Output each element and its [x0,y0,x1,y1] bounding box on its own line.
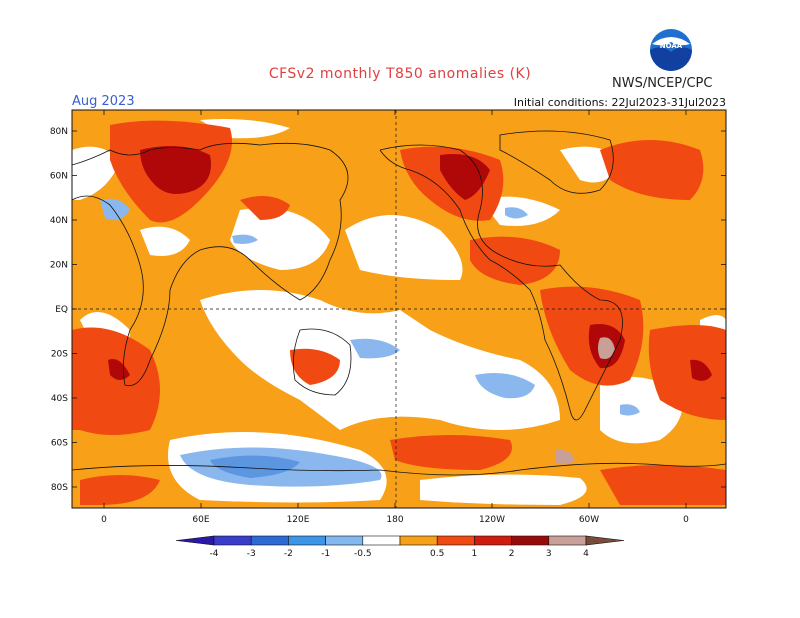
colorbar-label: -0.5 [354,549,372,559]
colorbar-label: 2 [509,549,515,559]
lat-tick-label: 60S [51,439,68,449]
colorbar-segment [213,535,252,546]
lat-tick-label: 40N [50,216,68,226]
colorbar-segment [474,535,512,546]
noaa-logo-text: NOAA [660,42,683,50]
warm-regions [72,120,726,505]
colorbar-label: 4 [583,549,589,559]
colorbar-segment [250,535,289,546]
colorbar-segment [548,535,587,546]
lat-tick-label: 80N [50,127,68,137]
colorbar-label: -1 [321,549,330,559]
lon-tick-label: 180 [386,515,403,525]
lon-tick-label: 120W [479,515,505,525]
colorbar-segment [288,535,326,546]
neutral-regions [72,119,726,505]
coastlines [72,130,726,476]
colorbar-low-extension [175,535,215,546]
colorbar-label: -2 [284,549,293,559]
lat-tick-label: 60N [50,172,68,182]
grid-lines [72,110,726,508]
extreme-warm-regions [555,337,615,465]
lat-tick-label: 80S [51,483,68,493]
lon-tick-label: 0 [683,515,689,525]
colorbar-label: 0.5 [430,549,444,559]
latitude-axis: 80N 60N 40N 20N EQ 20S 40S 60S 80S [50,127,726,493]
longitude-axis: 0 60E 120E 180 120W 60W 0 [101,110,689,525]
agency-label: NWS/NCEP/CPC [612,76,713,91]
colorbar-segment [362,535,401,546]
lat-tick-label: 20S [51,350,68,360]
lon-tick-label: 0 [101,515,107,525]
lon-tick-label: 60W [579,515,599,525]
lon-tick-label: 60E [192,515,209,525]
valid-month-label: Aug 2023 [72,94,135,109]
colorbar-label: -3 [247,549,256,559]
colorbar-segment [436,535,475,546]
colorbar-label: 3 [546,549,552,559]
lat-tick-label: 20N [50,261,68,271]
colorbar-segment [325,535,364,546]
lat-tick-label: 40S [51,394,68,404]
colorbar-label: 1 [472,549,478,559]
colorbar-label: -4 [210,549,219,559]
colorbar-segment [511,535,550,546]
chart-title: CFSv2 monthly T850 anomalies (K) [268,66,532,82]
colorbar-segment [399,535,438,546]
lon-tick-label: 120E [287,515,310,525]
colorbar-high-extension [585,535,625,546]
colorbar: -4 -3 -2 -1 -0.5 0.5 1 2 3 4 [175,535,625,559]
initial-conditions-label: Initial conditions: 22Jul2023-31Jul2023 [513,96,726,109]
lat-tick-label: EQ [55,305,68,315]
noaa-logo: NOAA [650,29,692,71]
deeper-cool-regions [210,455,300,478]
